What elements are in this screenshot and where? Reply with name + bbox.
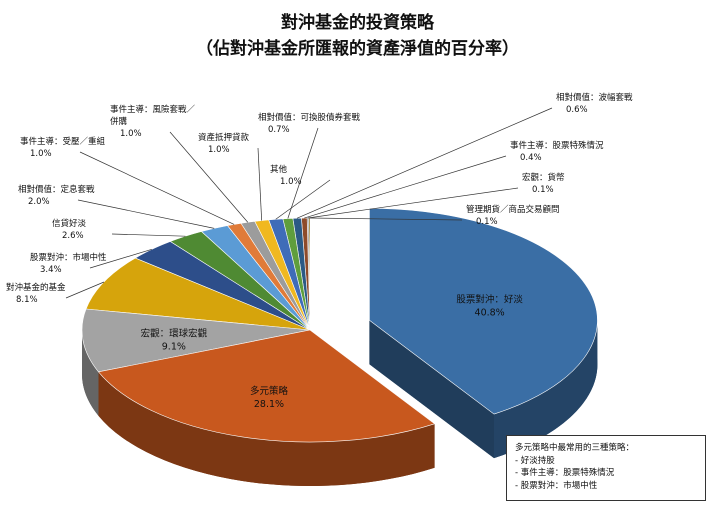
slice-label: 相對價值：波幅套戰 0.6%	[556, 92, 633, 115]
pie-slice-side	[494, 320, 598, 459]
slice-label-name: 其他	[270, 164, 288, 175]
leader-line	[307, 187, 519, 219]
leader-line	[79, 151, 235, 225]
slice-label: 事件主導：受壓／重組 1.0%	[20, 136, 106, 159]
callout-box: 多元策略中最常用的三種策略： - 好淡持股 - 事件主導：股票特殊情況 - 股票…	[506, 435, 706, 501]
slice-label-name: 資產抵押貸款	[198, 132, 250, 143]
slice-label-value: 0.4%	[520, 153, 542, 163]
callout-item: - 事件主導：股票特殊情況	[515, 468, 615, 478]
slice-label-value: 2.0%	[28, 197, 50, 207]
pie-slice-top	[97, 329, 436, 443]
slice-label: 管理期貨／商品交易顧問 0.1%	[466, 204, 560, 227]
slice-label: 股票對沖：市場中性 3.4%	[30, 252, 107, 275]
slice-label-value: 1.0%	[30, 149, 52, 159]
slice-label-name: 併購	[110, 116, 128, 127]
pie-slice-top	[85, 257, 311, 331]
leader-line	[77, 199, 215, 229]
slice-label: 宏觀：貨幣 0.1%	[522, 172, 565, 195]
callout-item: - 股票對沖：市場中性	[515, 480, 598, 491]
slice-label: 相對價值：定息套戰 2.0%	[18, 184, 95, 207]
callout-item: - 好淡持股	[515, 455, 555, 466]
leader-line	[89, 248, 152, 269]
pie-slice-side	[98, 371, 435, 486]
leader-line	[296, 107, 553, 219]
leader-line	[169, 131, 249, 223]
slice-label-name: 股票對沖：好淡	[456, 294, 523, 306]
slice-label-name: 多元策略	[250, 385, 289, 397]
slice-label-name: 相對價值：定息套戰	[18, 184, 95, 195]
slice-label: 資產抵押貸款 1.0%	[198, 132, 250, 155]
slice-label-name: 事件主導：受壓／重組	[20, 136, 106, 147]
slice-label-value: 1.0%	[120, 129, 142, 139]
slice-label-value: 3.4%	[40, 265, 62, 275]
slice-label-name: 宏觀：環球宏觀	[141, 328, 208, 340]
pie-slice-wall	[369, 320, 495, 459]
slice-label-name: 股票對沖：市場中性	[30, 252, 107, 263]
slice-label-name: 信貸好淡	[52, 218, 87, 229]
leader-line	[309, 217, 463, 221]
slice-label: 事件主導：股票特殊情況 0.4%	[510, 140, 604, 163]
pie-slice-top	[369, 207, 598, 415]
leader-line	[65, 281, 105, 299]
chart-subtitle: （佔對沖基金所匯報的資產淨值的百分率）	[196, 39, 519, 59]
slice-label-value: 0.1%	[476, 217, 498, 227]
pie-slice	[369, 207, 598, 459]
leader-line	[111, 233, 186, 237]
slice-label-value: 0.6%	[566, 105, 588, 115]
chart-title: 對沖基金的投資策略	[281, 13, 434, 33]
slice-label-name: 宏觀：貨幣	[522, 172, 565, 183]
slice-label: 宏觀：環球宏觀 9.1%	[141, 328, 208, 353]
callout-item-text: 好淡持股	[520, 455, 555, 466]
slice-label: 相對價值：可換股債券套戰 0.7%	[258, 112, 361, 135]
pie-slice-top	[81, 308, 311, 373]
slice-label-name: 相對價值：可換股債券套戰	[258, 112, 361, 123]
slice-label-name: 事件主導：股票特殊情況	[510, 140, 604, 151]
callout-heading: 多元策略中最常用的三種策略：	[515, 443, 635, 453]
slice-label-value: 2.6%	[62, 231, 84, 241]
slice-label-name: 相對價值：波幅套戰	[556, 92, 633, 103]
callout-item-text: 股票對沖：市場中性	[520, 480, 598, 491]
slice-label-value: 9.1%	[162, 342, 186, 353]
leader-line	[257, 147, 263, 221]
slice-label-name: 管理期貨／商品交易顧問	[466, 204, 560, 215]
slice-label: 對沖基金的基金 8.1%	[6, 282, 66, 305]
slice-label: 其他 1.0%	[270, 164, 302, 187]
callout-item-text: 事件主導：股票特殊情況	[520, 468, 615, 478]
slice-label: 信貸好淡 2.6%	[52, 218, 87, 241]
slice-label: 股票對沖：好淡 40.8%	[456, 294, 523, 319]
leader-line	[304, 155, 507, 219]
slice-label-name: 事件主導：風險套戰／	[110, 104, 196, 115]
slice-label-value: 0.7%	[268, 125, 290, 135]
slice-label: 事件主導：風險套戰／併購 1.0%	[110, 104, 196, 139]
slice-label-value: 1.0%	[208, 145, 230, 155]
slice-label-value: 28.1%	[254, 399, 284, 410]
slice-label-value: 40.8%	[475, 308, 505, 319]
leader-line	[275, 179, 331, 220]
slice-label-value: 8.1%	[16, 295, 38, 305]
leader-line	[287, 127, 319, 219]
slice-label-name: 對沖基金的基金	[6, 282, 66, 293]
slice-label-value: 1.0%	[280, 177, 302, 187]
slice-label-value: 0.1%	[532, 185, 554, 195]
slice-label: 多元策略 28.1%	[250, 385, 289, 410]
pie-slice	[97, 329, 436, 486]
